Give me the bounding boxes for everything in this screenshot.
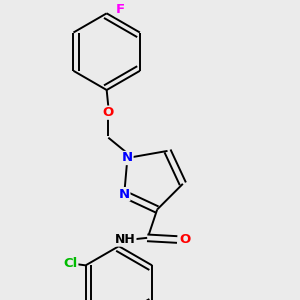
Text: N: N xyxy=(119,188,130,201)
Text: N: N xyxy=(122,152,133,164)
Text: O: O xyxy=(103,106,114,119)
Text: O: O xyxy=(180,233,191,246)
Text: Cl: Cl xyxy=(64,257,78,270)
Text: F: F xyxy=(116,4,124,16)
Text: NH: NH xyxy=(115,233,136,246)
